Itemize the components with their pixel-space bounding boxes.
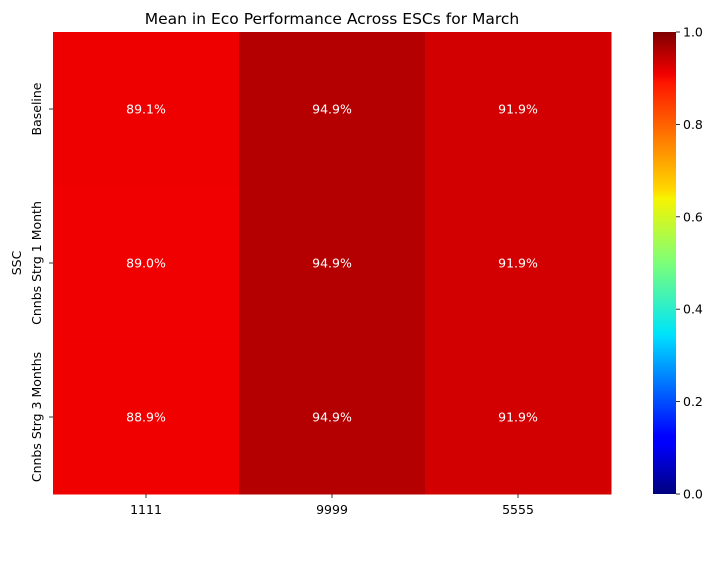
- colorbar-tick-label: 1.0: [683, 25, 703, 40]
- heatmap-cell: [239, 32, 426, 187]
- colorbar-tick-label: 0.2: [683, 394, 703, 409]
- colorbar-tick-label: 0.8: [683, 117, 703, 132]
- y-axis-label: SSC: [9, 250, 24, 275]
- cell-value-label: 94.9%: [312, 102, 352, 117]
- heatmap-cell: [53, 186, 240, 341]
- heatmap-cell: [425, 340, 612, 495]
- cell-value-label: 91.9%: [498, 256, 538, 271]
- cell-value-label: 94.9%: [312, 410, 352, 425]
- cell-value-label: 91.9%: [498, 410, 538, 425]
- heatmap-cell: [239, 186, 426, 341]
- cell-value-label: 89.0%: [126, 256, 166, 271]
- heatmap-cell: [53, 32, 240, 187]
- y-tick-label: Cnnbs Strg 3 Months: [29, 352, 44, 482]
- x-tick-label: 5555: [502, 502, 534, 517]
- cell-value-label: 89.1%: [126, 102, 166, 117]
- colorbar-ticks: 0.0 0.2 0.4 0.6 0.8 1.0: [676, 25, 703, 502]
- heatmap-cells: [53, 32, 612, 495]
- colorbar-tick-label: 0.4: [683, 302, 703, 317]
- heatmap-cell: [239, 340, 426, 495]
- colorbar: 0.0 0.2 0.4 0.6 0.8 1.0: [653, 25, 703, 502]
- heatmap-cell: [53, 340, 240, 495]
- heatmap-cell: [425, 186, 612, 341]
- y-tick-label: Baseline: [29, 82, 44, 135]
- x-tick-label: 9999: [316, 502, 348, 517]
- heatmap-cell: [425, 32, 612, 187]
- colorbar-gradient: [653, 32, 676, 494]
- chart-title: Mean in Eco Performance Across ESCs for …: [145, 10, 519, 28]
- colorbar-tick-label: 0.6: [683, 209, 703, 224]
- cell-value-label: 88.9%: [126, 410, 166, 425]
- cell-value-label: 94.9%: [312, 256, 352, 271]
- y-axis-ticks: Baseline Cnnbs Strg 1 Month Cnnbs Strg 3 M…: [29, 82, 53, 482]
- cell-value-label: 91.9%: [498, 102, 538, 117]
- x-tick-label: 1111: [130, 502, 162, 517]
- x-axis-ticks: 1111 9999 5555: [130, 494, 534, 517]
- colorbar-tick-label: 0.0: [683, 487, 703, 502]
- heatmap-cell-labels: 89.1% 94.9% 91.9% 89.0% 94.9% 91.9% 88.9% 94.9%…: [126, 102, 538, 425]
- y-tick-label: Cnnbs Strg 1 Month: [29, 201, 44, 325]
